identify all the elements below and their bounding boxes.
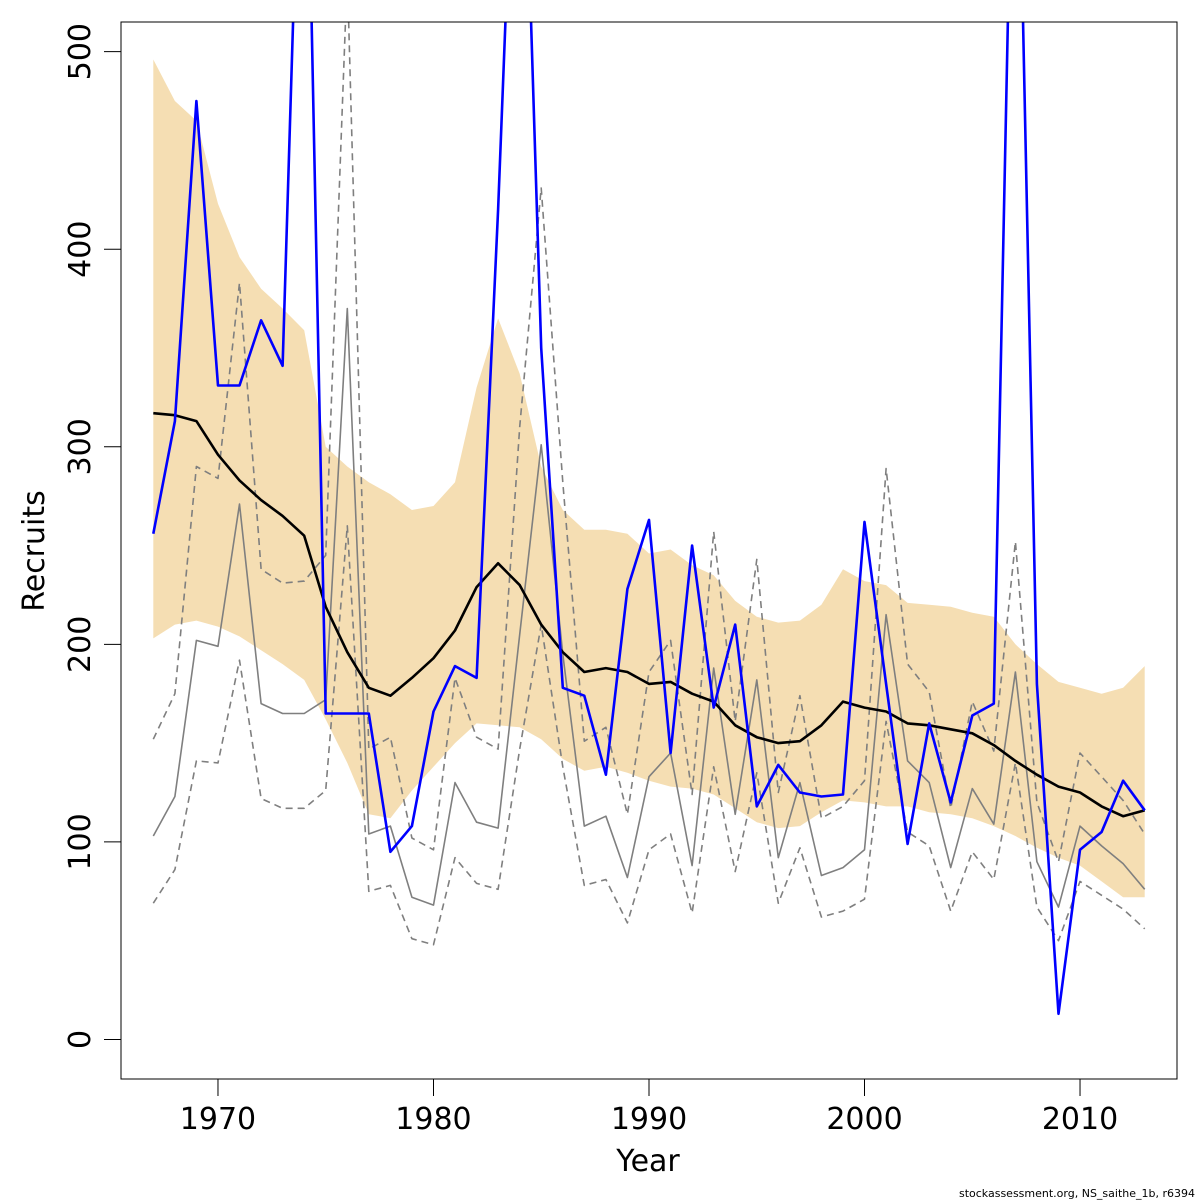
x-axis-title: Year: [615, 1144, 680, 1179]
y-tick-label: 300: [63, 418, 98, 475]
y-tick-label: 500: [63, 23, 98, 80]
y-tick-label: 0: [63, 1030, 98, 1049]
series-group: [152, 22, 1146, 1016]
y-tick-label: 400: [63, 221, 98, 278]
y-tick-label: 200: [63, 616, 98, 673]
x-tick-label: 1970: [180, 1102, 256, 1137]
confidence-band: [153, 59, 1145, 898]
plot-area: [152, 22, 1146, 1016]
x-tick-label: 1980: [395, 1102, 471, 1137]
series-line-5: [152, 524, 1146, 946]
x-tick-label: 2010: [1042, 1102, 1118, 1137]
y-axis-title: Recruits: [17, 490, 52, 612]
y-axis: 0 100 200 300 400 500: [63, 23, 122, 1049]
series-line-1: [152, 22, 1146, 1016]
y-tick-label: 100: [63, 813, 98, 870]
series-line-3: [152, 307, 1146, 908]
series-line-2: [153, 411, 1146, 818]
x-axis: 1970 1980 1990 2000 2010: [180, 1078, 1118, 1137]
x-tick-label: 2000: [826, 1102, 902, 1137]
x-tick-label: 1990: [611, 1102, 687, 1137]
footer-note: stockassessment.org, NS_saithe_1b, r6394: [959, 1187, 1195, 1200]
series-line-4: [152, 22, 1146, 863]
